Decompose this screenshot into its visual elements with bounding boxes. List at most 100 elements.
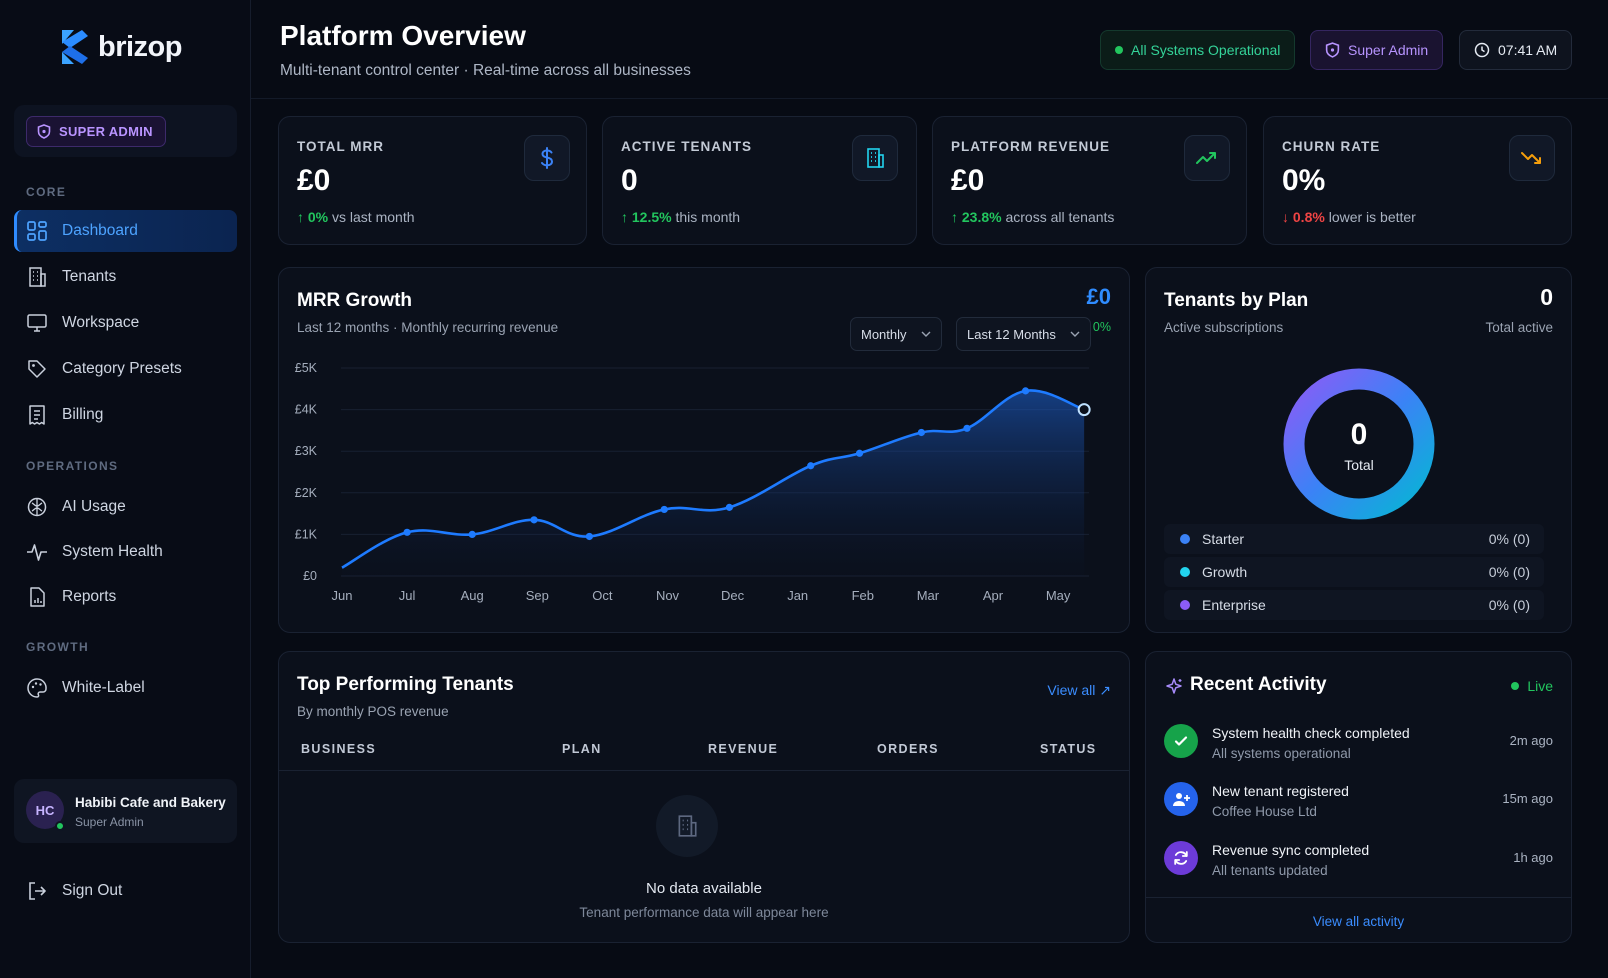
- period-select[interactable]: Monthly: [850, 317, 942, 351]
- stat-value: 0: [621, 164, 638, 197]
- empty-state-subtitle: Tenant performance data will appear here: [579, 905, 829, 920]
- activity-icon-wrap: [1164, 782, 1198, 816]
- brand-logo[interactable]: brizop: [60, 28, 183, 66]
- nav-section-core: CORE: [26, 185, 67, 199]
- column-header-plan[interactable]: PLAN: [562, 742, 602, 756]
- tag-icon: [28, 360, 46, 378]
- logout-icon: [29, 882, 46, 900]
- role-box: SUPER ADMIN: [14, 105, 237, 157]
- dashboard-icon: [27, 221, 47, 241]
- card-title: Top Performing Tenants: [297, 674, 514, 695]
- stat-icon-box: [524, 135, 570, 181]
- user-card[interactable]: HC Habibi Cafe and Bakery Super Admin: [14, 779, 237, 843]
- column-header-revenue[interactable]: REVENUE: [708, 742, 779, 756]
- mrr-growth-card: MRR Growth Last 12 months · Monthly recu…: [278, 267, 1130, 633]
- data-point: [855, 449, 864, 457]
- stat-value: £0: [297, 164, 331, 197]
- view-all-tenants-link[interactable]: View all ↗: [1047, 682, 1111, 698]
- system-status-chip[interactable]: All Systems Operational: [1100, 30, 1296, 70]
- empty-state-icon-wrap: [656, 795, 718, 857]
- activity-time: 1h ago: [1513, 850, 1553, 865]
- activity-divider: [1146, 897, 1571, 898]
- sidebar-item-label: System Health: [62, 543, 163, 560]
- column-header-orders[interactable]: ORDERS: [877, 742, 939, 756]
- live-indicator: Live: [1511, 678, 1553, 694]
- donut-center-value: 0: [1350, 418, 1368, 451]
- pulse-icon: [27, 544, 47, 561]
- chevron-down-icon: [1070, 331, 1080, 337]
- stat-footnote: ↑ 0% vs last month: [297, 209, 415, 225]
- activity-time: 15m ago: [1502, 791, 1553, 806]
- data-point: [530, 516, 538, 524]
- sidebar-item-reports[interactable]: Reports: [14, 576, 237, 618]
- nav-section-operations: OPERATIONS: [26, 459, 119, 473]
- palette-icon: [27, 678, 47, 698]
- header-divider: [251, 98, 1608, 99]
- data-point: [963, 424, 971, 432]
- data-point: [1077, 403, 1091, 417]
- sidebar-item-label: Billing: [62, 406, 104, 423]
- legend-dot: [1180, 567, 1190, 577]
- sidebar: brizop SUPER ADMIN CORE Dashboard Tenant…: [0, 0, 251, 978]
- stat-note: this month: [675, 209, 741, 225]
- sidebar-item-white-label[interactable]: White-Label: [14, 667, 237, 709]
- y-tick-label: £4K: [295, 403, 318, 417]
- role-chip[interactable]: Super Admin: [1310, 30, 1444, 70]
- data-point: [725, 503, 733, 511]
- sidebar-item-billing[interactable]: Billing: [14, 394, 237, 436]
- status-dot: [1115, 46, 1123, 54]
- mrr-line: [341, 389, 1085, 569]
- brand-name: brizop: [98, 30, 183, 63]
- sign-out-button[interactable]: Sign Out: [26, 880, 122, 902]
- column-header-status[interactable]: STATUS: [1040, 742, 1097, 756]
- stat-delta: ↓ 0.8%: [1282, 209, 1325, 225]
- clock-time: 07:41 AM: [1498, 42, 1558, 58]
- data-point: [660, 505, 668, 514]
- sidebar-item-ai-usage[interactable]: AI Usage: [14, 486, 237, 528]
- trending-down-icon: [1521, 152, 1541, 164]
- x-tick-label: Jan: [787, 588, 808, 603]
- period-select-value: Monthly: [861, 326, 907, 342]
- stat-delta: ↑ 12.5%: [621, 209, 672, 225]
- page-title: Platform Overview: [280, 20, 526, 51]
- sidebar-item-system-health[interactable]: System Health: [14, 531, 237, 573]
- legend-name: Enterprise: [1202, 597, 1266, 613]
- stat-label: ACTIVE TENANTS: [621, 139, 753, 154]
- sidebar-item-workspace[interactable]: Workspace: [14, 302, 237, 344]
- sidebar-item-tenants[interactable]: Tenants: [14, 256, 237, 298]
- view-all-activity-link[interactable]: View all activity: [1312, 914, 1405, 929]
- stat-card-platform-revenue: PLATFORM REVENUE £0 ↑ 23.8% across all t…: [932, 116, 1247, 245]
- trending-up-icon: [1196, 152, 1216, 164]
- refresh-icon: [1174, 851, 1188, 865]
- stat-label: PLATFORM REVENUE: [951, 139, 1111, 154]
- building-icon: [678, 815, 697, 837]
- range-select[interactable]: Last 12 Months: [956, 317, 1091, 351]
- card-subtitle: Last 12 months · Monthly recurring reven…: [297, 320, 559, 335]
- system-status-label: All Systems Operational: [1131, 42, 1281, 58]
- stat-icon-box: [1509, 135, 1555, 181]
- tenants-by-plan-card: Tenants by Plan Active subscriptions 0 T…: [1145, 267, 1572, 633]
- top-tenants-card: Top Performing Tenants By monthly POS re…: [278, 651, 1130, 943]
- data-point: [917, 428, 925, 437]
- sidebar-item-category-presets[interactable]: Category Presets: [14, 348, 237, 390]
- sidebar-item-label: Category Presets: [62, 360, 182, 377]
- sparkle-icon: [1166, 678, 1182, 694]
- super-admin-badge: SUPER ADMIN: [26, 116, 166, 147]
- x-tick-label: Mar: [917, 588, 940, 603]
- stat-value: £0: [951, 164, 985, 197]
- x-tick-label: Jul: [399, 588, 416, 603]
- x-tick-label: Feb: [852, 588, 874, 603]
- sign-out-label: Sign Out: [62, 882, 123, 899]
- sidebar-item-dashboard[interactable]: Dashboard: [14, 210, 237, 252]
- activity-time: 2m ago: [1509, 733, 1553, 748]
- y-tick-label: £5K: [295, 361, 318, 375]
- range-select-value: Last 12 Months: [967, 326, 1056, 342]
- card-title: Recent Activity: [1190, 674, 1327, 695]
- brizop-logo-icon: [62, 30, 88, 64]
- x-tick-label: May: [1046, 588, 1071, 603]
- user-plus-icon: [1173, 793, 1190, 806]
- column-header-business[interactable]: BUSINESS: [301, 742, 377, 756]
- stat-card-active-tenants: ACTIVE TENANTS 0 ↑ 12.5% this month: [602, 116, 917, 245]
- check-icon: [1174, 736, 1188, 746]
- donut-center-label: Total: [1344, 457, 1374, 473]
